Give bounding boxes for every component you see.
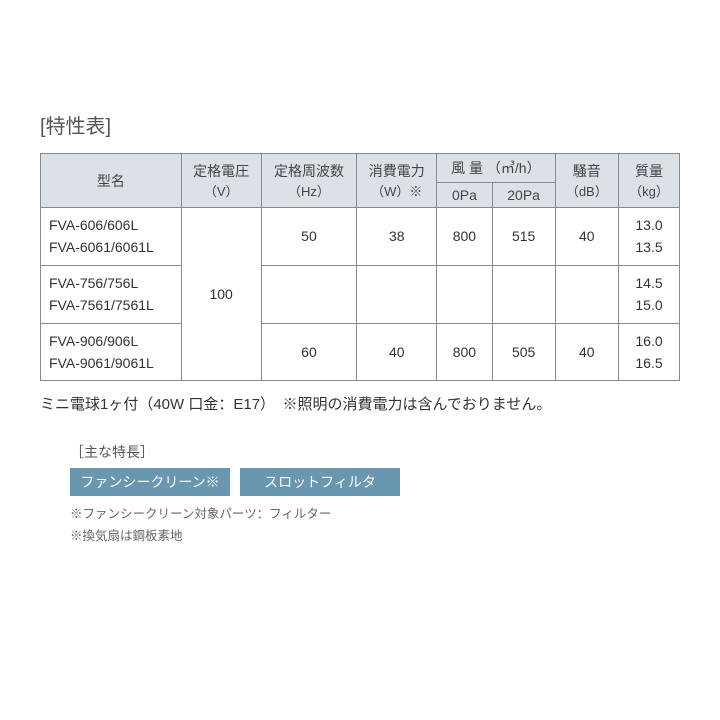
badge-row: ファンシークリーン※ スロットフィルタ: [70, 468, 680, 496]
cell-noise: 40: [555, 323, 618, 381]
cell-air20: [492, 265, 555, 323]
cell-model: FVA-606/606LFVA-6061/6061L: [41, 208, 182, 266]
col-voltage: 定格電圧（V）: [181, 154, 261, 208]
cell-air0: 800: [437, 323, 493, 381]
table-row: FVA-606/606LFVA-6061/6061L 100 50 38 800…: [41, 208, 680, 266]
features-section: ［主な特長］ ファンシークリーン※ スロットフィルタ ※ファンシークリーン対象パ…: [70, 442, 680, 547]
cell-freq: 60: [261, 323, 357, 381]
cell-air0: [437, 265, 493, 323]
col-mass: 質量（kg）: [619, 154, 680, 208]
cell-model: FVA-756/756LFVA-7561/7561L: [41, 265, 182, 323]
col-noise: 騒音（dB）: [555, 154, 618, 208]
cell-air20: 515: [492, 208, 555, 266]
cell-freq: [261, 265, 357, 323]
cell-model: FVA-906/906LFVA-9061/9061L: [41, 323, 182, 381]
col-model: 型名: [41, 154, 182, 208]
col-airflow-20: 20Pa: [492, 183, 555, 208]
spec-table: 型名 定格電圧（V） 定格周波数（Hz） 消費電力（W）※ 風 量 （㎥/h） …: [40, 153, 680, 381]
cell-mass: 14.515.0: [619, 265, 680, 323]
feature-note: ※ファンシークリーン対象パーツ：フィルター: [70, 504, 680, 525]
cell-freq: 50: [261, 208, 357, 266]
cell-power: 40: [357, 323, 437, 381]
cell-noise: [555, 265, 618, 323]
feature-note: ※換気扇は鋼板素地: [70, 526, 680, 547]
col-airflow-0: 0Pa: [437, 183, 493, 208]
page-title: [特性表]: [40, 110, 680, 139]
col-airflow: 風 量 （㎥/h）: [437, 154, 555, 183]
bulb-note: ミニ電球1ヶ付（40W 口金：E17） ※照明の消費電力は含んでおりません。: [40, 393, 680, 414]
features-title: ［主な特長］: [70, 442, 680, 462]
cell-air0: 800: [437, 208, 493, 266]
feature-badge: ファンシークリーン※: [70, 468, 230, 496]
cell-mass: 16.016.5: [619, 323, 680, 381]
cell-air20: 505: [492, 323, 555, 381]
cell-voltage: 100: [181, 208, 261, 381]
col-freq: 定格周波数（Hz）: [261, 154, 357, 208]
cell-mass: 13.013.5: [619, 208, 680, 266]
cell-power: 38: [357, 208, 437, 266]
cell-power: [357, 265, 437, 323]
feature-badge: スロットフィルタ: [240, 468, 400, 496]
cell-noise: 40: [555, 208, 618, 266]
table-row: FVA-906/906LFVA-9061/9061L 60 40 800 505…: [41, 323, 680, 381]
table-row: FVA-756/756LFVA-7561/7561L 14.515.0: [41, 265, 680, 323]
col-power: 消費電力（W）※: [357, 154, 437, 208]
